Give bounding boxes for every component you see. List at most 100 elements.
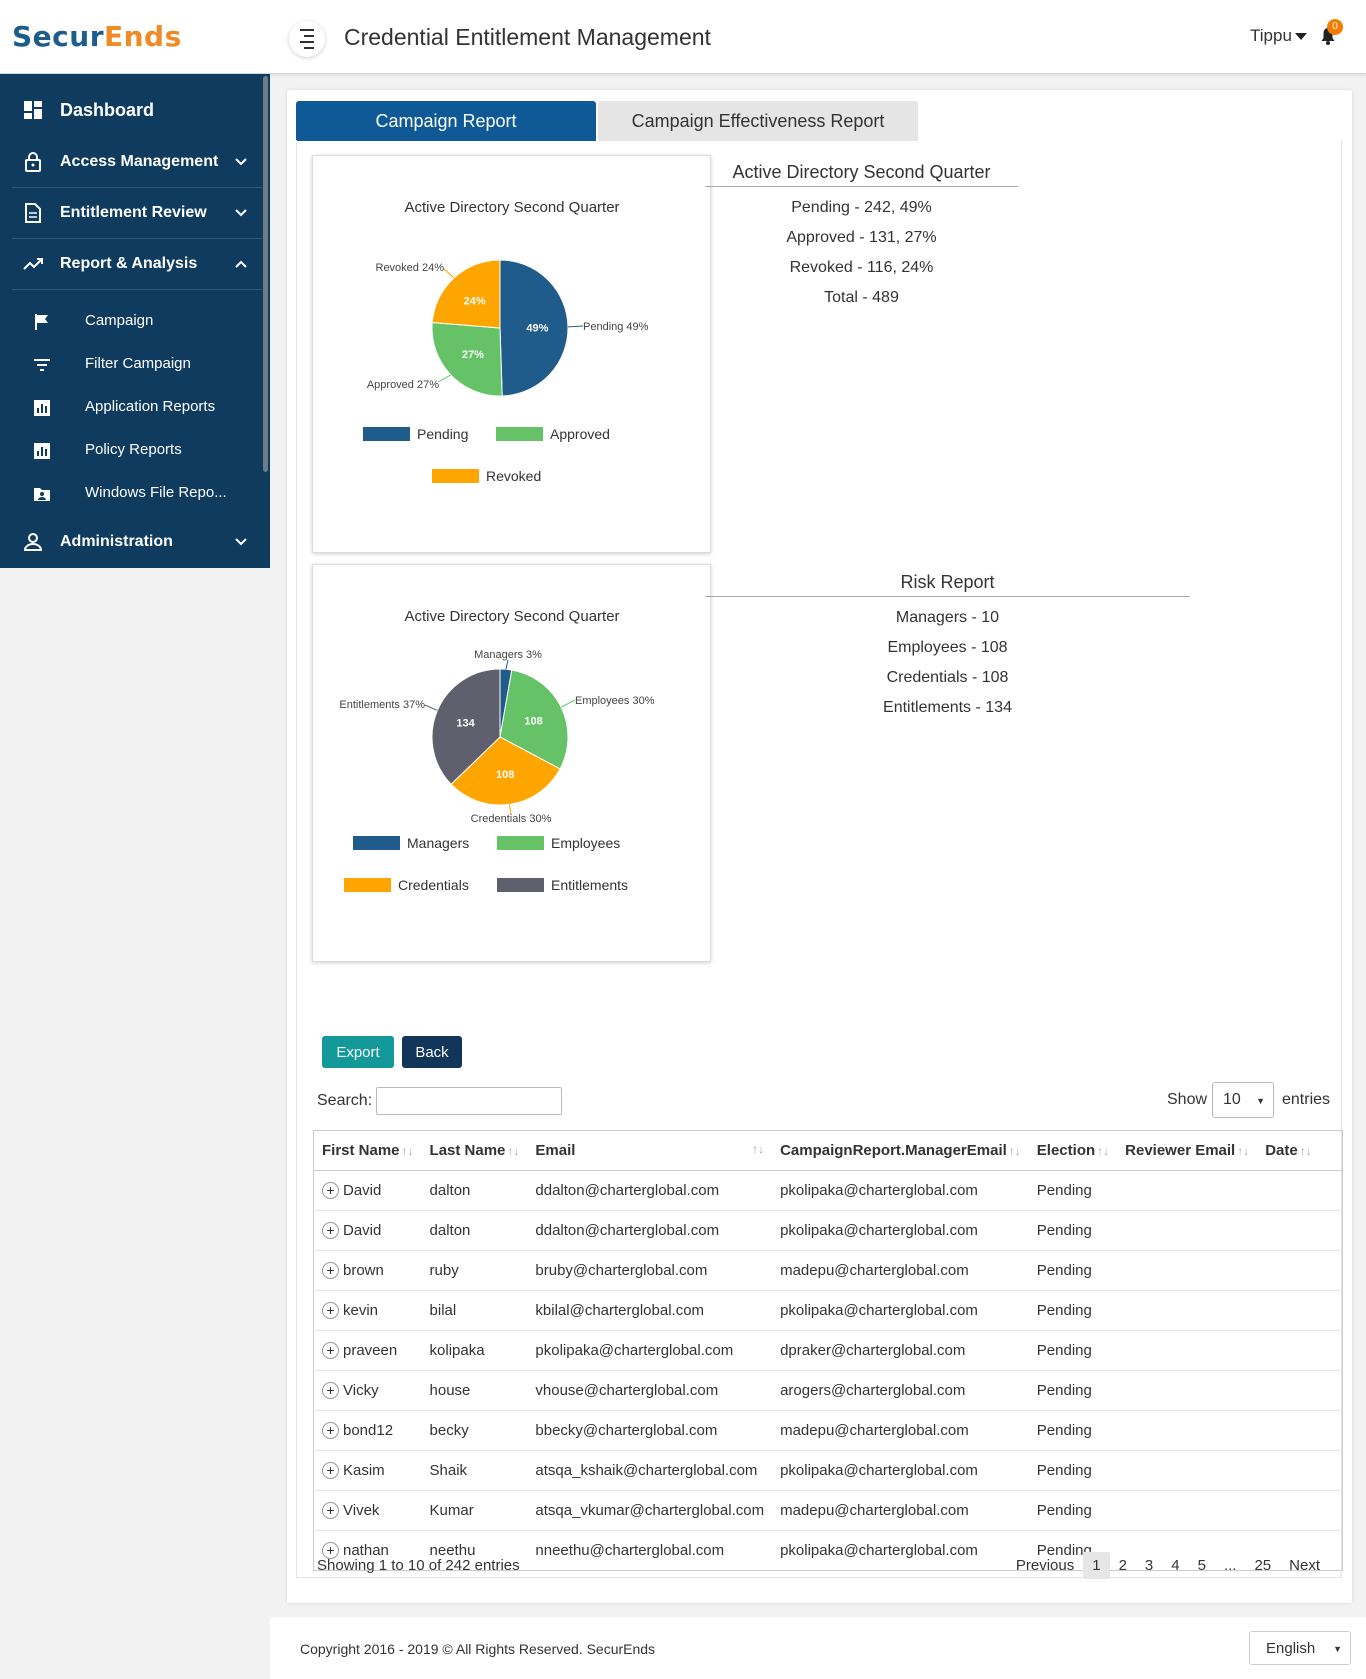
chevron-down-icon: [235, 209, 247, 217]
previous-page-button[interactable]: Previous: [1015, 1557, 1075, 1574]
legend-swatch: [432, 469, 479, 483]
table-cell: + David: [313, 1210, 422, 1251]
sort-icon: ↑↓: [752, 1142, 765, 1156]
table-row: + Vicky house vhouse@charterglobal.com aroge…: [313, 1370, 1343, 1411]
table-cell: becky: [421, 1410, 528, 1451]
sidebar-scrollbar[interactable]: [263, 76, 268, 472]
column-header-email[interactable]: Email ↑↓: [527, 1130, 773, 1171]
table-cell: Pending: [1028, 1210, 1118, 1251]
table-cell: + David: [313, 1170, 422, 1211]
legend-label[interactable]: Entitlements: [551, 877, 628, 893]
tab-campaign-report[interactable]: Campaign Report: [296, 101, 596, 141]
pie-slice-credentials[interactable]: [450, 736, 561, 806]
search-input[interactable]: [376, 1087, 562, 1115]
pie-slice-approved[interactable]: [431, 322, 503, 397]
callout-label: Employees 30%: [575, 695, 655, 707]
pie-slice-employees[interactable]: [499, 669, 569, 770]
table-cell: Pending: [1028, 1330, 1118, 1371]
page-title: Credential Entitlement Management: [344, 24, 711, 50]
expand-row-icon[interactable]: +: [322, 1182, 339, 1200]
back-button[interactable]: Back: [402, 1036, 462, 1068]
expand-row-icon[interactable]: +: [322, 1502, 339, 1520]
table-cell: nneethu@charterglobal.com: [527, 1530, 773, 1571]
sidebar-item-access-management[interactable]: Access Management: [0, 145, 262, 179]
page-button-25[interactable]: 25: [1254, 1557, 1272, 1574]
sidebar-item-entitlement-review[interactable]: Entitlement Review: [0, 196, 262, 230]
status-summary-row: Approved - 131, 27%: [786, 229, 937, 246]
table-cell: [1117, 1530, 1258, 1571]
sort-icon: ↑↓: [1008, 1144, 1021, 1158]
legend-label[interactable]: Managers: [407, 835, 469, 851]
sidebar-item-dashboard[interactable]: Dashboard: [0, 94, 262, 126]
page-button-2[interactable]: 2: [1118, 1557, 1127, 1574]
expand-row-icon[interactable]: +: [322, 1382, 339, 1400]
table-cell: [1257, 1210, 1343, 1251]
lock-icon: [22, 151, 44, 173]
table-cell: [1117, 1170, 1258, 1211]
legend-label[interactable]: Pending: [417, 426, 468, 442]
sidebar-subitem-windows-file-reports[interactable]: Windows File Repo...: [0, 484, 262, 508]
footer: Copyright 2016 - 2019 © All Rights Reser…: [270, 1617, 1366, 1679]
column-header-election[interactable]: Election ↑↓: [1028, 1130, 1118, 1171]
main-card: Campaign Report Campaign Effectiveness R…: [287, 90, 1352, 1603]
legend-label[interactable]: Employees: [551, 835, 620, 851]
language-select[interactable]: English ▼: [1249, 1631, 1351, 1665]
sidebar-divider: [12, 187, 262, 188]
page-button-3[interactable]: 3: [1144, 1557, 1154, 1574]
chevron-up-icon: [235, 260, 247, 268]
table-cell: dalton: [421, 1170, 528, 1211]
table-cell: Pending: [1028, 1170, 1118, 1211]
expand-row-icon[interactable]: +: [322, 1462, 339, 1480]
column-header-date[interactable]: Date ↑↓: [1257, 1130, 1343, 1171]
risk-summary-row: Entitlements - 134: [883, 699, 1012, 716]
sidebar-subitem-label: Filter Campaign: [85, 355, 191, 372]
flag-icon: [32, 312, 52, 332]
sidebar-subitem-application-reports[interactable]: Application Reports: [0, 398, 262, 422]
sidebar-item-administration[interactable]: Administration: [0, 525, 262, 559]
column-header-reviewer-email[interactable]: Reviewer Email ↑↓: [1117, 1130, 1258, 1171]
page-button-4[interactable]: 4: [1171, 1557, 1180, 1574]
user-menu[interactable]: Tippu: [1250, 26, 1307, 46]
menu-toggle-button[interactable]: [289, 21, 325, 57]
sidebar-subitem-label: Windows File Repo...: [85, 484, 227, 501]
legend-label[interactable]: Revoked: [486, 468, 541, 484]
pie-slice-pending[interactable]: [499, 259, 569, 397]
legend-label[interactable]: Approved: [550, 426, 610, 442]
export-button[interactable]: Export: [322, 1036, 394, 1068]
tab-campaign-effectiveness-report[interactable]: Campaign Effectiveness Report: [598, 101, 918, 141]
expand-row-icon[interactable]: +: [322, 1222, 339, 1240]
securends-logo[interactable]: SecurEnds: [12, 20, 182, 53]
next-page-button[interactable]: Next: [1289, 1557, 1320, 1574]
page-size-value: 10: [1223, 1091, 1241, 1108]
expand-row-icon[interactable]: +: [322, 1342, 339, 1360]
column-header-last-name[interactable]: Last Name ↑↓: [421, 1130, 528, 1171]
pie-chart-risk: Active Directory Second Quarter Managers …: [339, 608, 655, 893]
legend-label[interactable]: Credentials: [398, 877, 469, 893]
table-cell: madepu@charterglobal.com: [772, 1410, 1029, 1451]
page-size-select[interactable]: 10 ▼: [1212, 1082, 1274, 1118]
table-cell: kbilal@charterglobal.com: [527, 1290, 773, 1331]
table-row: + nathan neethu nneethu@charterglobal.com pk…: [313, 1530, 1343, 1571]
sidebar-subitem-policy-reports[interactable]: Policy Reports: [0, 441, 262, 465]
slice-value-label: 108: [496, 769, 514, 781]
sidebar-subitem-campaign[interactable]: Campaign: [0, 312, 262, 336]
column-header-manager-email[interactable]: CampaignReport.ManagerEmail ↑↓: [772, 1130, 1029, 1171]
sidebar-item-report-analysis[interactable]: Report & Analysis: [0, 247, 262, 281]
risk-summary-row: Credentials - 108: [886, 669, 1009, 686]
expand-row-icon[interactable]: +: [322, 1302, 339, 1320]
pie-slice-revoked[interactable]: [431, 259, 501, 329]
table-cell: [1117, 1210, 1258, 1251]
page-button-5[interactable]: 5: [1197, 1557, 1206, 1574]
sidebar-subitem-filter-campaign[interactable]: Filter Campaign: [0, 355, 262, 379]
expand-row-icon[interactable]: +: [322, 1542, 339, 1560]
sidebar-item-label: Dashboard: [60, 99, 155, 120]
page-button-1[interactable]: 1: [1083, 1552, 1110, 1579]
table-cell: pkolipaka@charterglobal.com: [527, 1330, 773, 1371]
column-header-first-name[interactable]: First Name ↑↓: [313, 1130, 422, 1171]
table-cell: [1257, 1410, 1343, 1451]
expand-row-icon[interactable]: +: [322, 1422, 339, 1440]
callout-line: [567, 325, 584, 328]
table-cell: + bond12: [313, 1410, 422, 1451]
status-summary-title: Active Directory Second Quarter: [705, 162, 1018, 187]
expand-row-icon[interactable]: +: [322, 1262, 339, 1280]
